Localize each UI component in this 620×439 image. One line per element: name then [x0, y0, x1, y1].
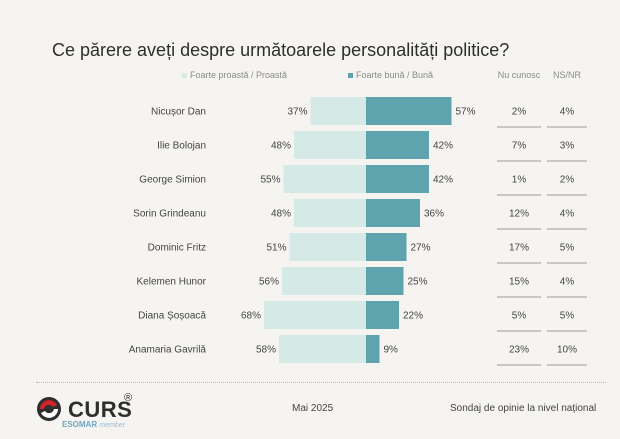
- legend-positive-swatch: [348, 72, 353, 78]
- data-label-positive: 27%: [411, 243, 431, 254]
- bar-positive: [366, 165, 429, 193]
- bar-positive: [366, 131, 429, 159]
- data-label-positive: 36%: [424, 209, 444, 220]
- data-label-positive: 22%: [403, 311, 423, 322]
- category-label: Kelemen Hunor: [137, 277, 207, 288]
- data-label-negative: 56%: [259, 277, 279, 288]
- bar-negative: [283, 165, 366, 193]
- data-label-positive: 25%: [408, 277, 428, 288]
- data-label-negative: 58%: [256, 345, 276, 356]
- column-header-nsnr: NS/NR: [552, 70, 581, 80]
- category-label: Anamaria Gavrilă: [129, 345, 207, 356]
- logo-member-text: member: [99, 422, 126, 429]
- bar-positive: [366, 335, 380, 363]
- unknown-value: 5%: [512, 311, 527, 322]
- nsnr-value: 3%: [560, 141, 575, 152]
- unknown-value: 15%: [509, 277, 529, 288]
- bar-negative: [282, 267, 366, 295]
- bar-positive: [366, 97, 452, 125]
- curs-logo-icon: [37, 397, 61, 421]
- column-header-unknown: Nu cunosc: [497, 70, 541, 80]
- logo-esomar-text: ESOMAR: [62, 420, 98, 429]
- footer-source: Sondaj de opinie la nivel național: [450, 403, 597, 414]
- bar-negative: [310, 97, 366, 125]
- unknown-value: 23%: [509, 345, 529, 356]
- category-label: Dominic Fritz: [148, 243, 206, 254]
- footer-divider: [36, 382, 606, 383]
- unknown-value: 2%: [512, 107, 527, 118]
- nsnr-value: 4%: [560, 107, 575, 118]
- unknown-value: 1%: [512, 175, 527, 186]
- data-label-negative: 37%: [287, 107, 307, 118]
- legend-positive-label: Foarte bună / Bună: [356, 70, 434, 80]
- data-label-positive: 57%: [456, 107, 476, 118]
- category-label: Ilie Bolojan: [157, 141, 206, 152]
- footer-date: Mai 2025: [292, 403, 334, 414]
- logo-registered-mark: ®: [124, 392, 133, 404]
- category-label: George Simion: [139, 175, 206, 186]
- nsnr-value: 10%: [557, 345, 577, 356]
- data-label-positive: 42%: [433, 141, 453, 152]
- category-label: Sorin Grindeanu: [133, 209, 206, 220]
- bar-positive: [366, 267, 404, 295]
- legend-negative-label: Foarte proastă / Proastă: [190, 70, 288, 80]
- legend-positive: Foarte bună / Bună: [348, 70, 433, 80]
- data-label-negative: 48%: [271, 209, 291, 220]
- bar-positive: [366, 301, 399, 329]
- bar-negative: [289, 233, 366, 261]
- bar-negative: [294, 199, 366, 227]
- bar-negative: [294, 131, 366, 159]
- data-label-negative: 55%: [260, 175, 280, 186]
- bar-positive: [366, 233, 407, 261]
- diverging-bar-chart: Nicușor Dan 37% 57% 2% 4% Ilie Bolojan 48% 42% 7…: [129, 97, 587, 366]
- data-label-negative: 51%: [266, 243, 286, 254]
- unknown-value: 7%: [512, 141, 527, 152]
- data-label-positive: 42%: [433, 175, 453, 186]
- category-label: Nicușor Dan: [151, 107, 206, 118]
- data-label-negative: 48%: [271, 141, 291, 152]
- unknown-value: 12%: [509, 209, 529, 220]
- data-label-positive: 9%: [384, 345, 399, 356]
- category-label: Diana Șoșoacă: [138, 311, 206, 322]
- nsnr-value: 5%: [560, 311, 575, 322]
- nsnr-value: 4%: [560, 277, 575, 288]
- bar-negative: [264, 301, 366, 329]
- unknown-value: 17%: [509, 243, 529, 254]
- nsnr-value: 4%: [560, 209, 575, 220]
- legend-negative-swatch: [182, 72, 187, 78]
- bar-positive: [366, 199, 420, 227]
- nsnr-value: 5%: [560, 243, 575, 254]
- logo-esomar: ESOMAR member: [62, 420, 125, 429]
- chart-title: Ce părere aveți despre următoarele perso…: [52, 40, 510, 60]
- bar-negative: [279, 335, 366, 363]
- legend-negative: Foarte proastă / Proastă: [182, 70, 287, 80]
- data-label-negative: 68%: [241, 311, 261, 322]
- logo-wordmark: CURS: [68, 397, 133, 422]
- nsnr-value: 2%: [560, 175, 575, 186]
- curs-logo: CURS ® ESOMAR member: [34, 392, 144, 431]
